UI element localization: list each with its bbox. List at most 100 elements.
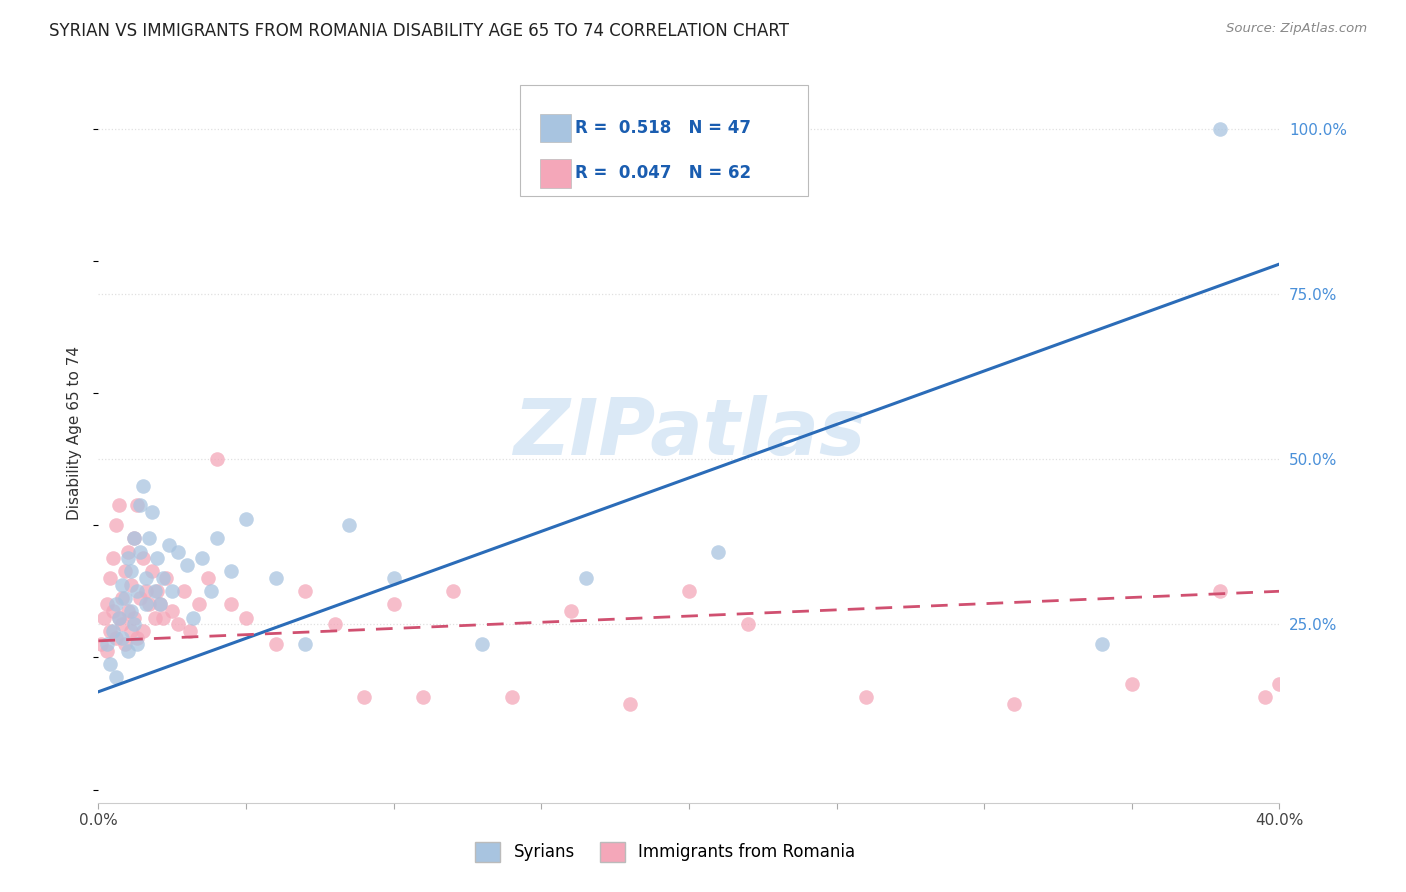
Point <box>143 584 166 599</box>
Point <box>125 637 148 651</box>
Point <box>855 690 877 704</box>
Point <box>120 604 142 618</box>
Point <box>619 697 641 711</box>
Point <box>111 591 134 605</box>
Point <box>560 604 582 618</box>
Point <box>132 478 155 492</box>
Point <box>128 499 150 513</box>
Point <box>179 624 201 638</box>
Point <box>141 565 163 579</box>
Point <box>191 551 214 566</box>
Text: Source: ZipAtlas.com: Source: ZipAtlas.com <box>1226 22 1367 36</box>
Point <box>149 598 172 612</box>
Point <box>98 657 121 671</box>
Point <box>108 611 131 625</box>
Point <box>235 611 257 625</box>
Point <box>221 565 243 579</box>
Point <box>176 558 198 572</box>
Point <box>138 598 160 612</box>
Point <box>122 611 145 625</box>
Point <box>197 571 219 585</box>
Point <box>575 571 598 585</box>
Point <box>122 532 145 546</box>
Point <box>152 571 174 585</box>
Point <box>125 584 148 599</box>
Point <box>1002 697 1025 711</box>
Point <box>353 690 375 704</box>
Point <box>135 598 157 612</box>
Point <box>138 532 160 546</box>
Point <box>114 637 136 651</box>
Point <box>339 518 361 533</box>
Point <box>90 637 112 651</box>
Point <box>143 611 166 625</box>
Point <box>93 611 115 625</box>
Point <box>205 452 228 467</box>
Point <box>135 584 157 599</box>
Point <box>128 591 150 605</box>
Point <box>264 571 287 585</box>
Point <box>108 611 131 625</box>
Point <box>382 571 405 585</box>
Point <box>149 598 172 612</box>
Point <box>157 538 180 552</box>
Point <box>294 637 316 651</box>
Point <box>103 604 125 618</box>
Point <box>501 690 523 704</box>
Point <box>152 611 174 625</box>
Point <box>173 584 195 599</box>
Point <box>135 571 157 585</box>
Point <box>120 624 142 638</box>
Point <box>471 637 494 651</box>
Point <box>114 591 136 605</box>
Point <box>167 617 190 632</box>
Point <box>111 617 134 632</box>
Point <box>1121 677 1143 691</box>
Point <box>105 631 128 645</box>
Point <box>96 637 118 651</box>
Point <box>108 499 131 513</box>
Point <box>412 690 434 704</box>
Point <box>117 551 139 566</box>
Point <box>114 565 136 579</box>
Y-axis label: Disability Age 65 to 74: Disability Age 65 to 74 <box>67 345 83 520</box>
Point <box>105 518 128 533</box>
Point <box>382 598 405 612</box>
Point <box>737 617 759 632</box>
Point <box>98 571 121 585</box>
Point <box>96 598 118 612</box>
Point <box>111 577 134 591</box>
Point <box>323 617 346 632</box>
Text: ZIPatlas: ZIPatlas <box>513 394 865 471</box>
Point <box>120 577 142 591</box>
Point <box>128 544 150 558</box>
Point <box>1268 677 1291 691</box>
Point <box>132 551 155 566</box>
Point <box>117 544 139 558</box>
Point <box>162 604 183 618</box>
Point <box>1209 584 1232 599</box>
Point <box>141 505 163 519</box>
Point <box>155 571 177 585</box>
Point <box>294 584 316 599</box>
Point <box>162 584 183 599</box>
Point <box>105 598 128 612</box>
Point <box>707 544 730 558</box>
Point <box>122 617 145 632</box>
Point <box>132 624 155 638</box>
Point <box>235 511 257 525</box>
Point <box>205 532 228 546</box>
Point <box>117 644 139 658</box>
Point <box>187 598 209 612</box>
Point <box>96 644 118 658</box>
Text: R =  0.518   N = 47: R = 0.518 N = 47 <box>575 120 751 137</box>
Point <box>1254 690 1277 704</box>
Point <box>120 565 142 579</box>
Text: SYRIAN VS IMMIGRANTS FROM ROMANIA DISABILITY AGE 65 TO 74 CORRELATION CHART: SYRIAN VS IMMIGRANTS FROM ROMANIA DISABI… <box>49 22 789 40</box>
Point <box>146 551 169 566</box>
Legend: Syrians, Immigrants from Romania: Syrians, Immigrants from Romania <box>468 835 862 869</box>
Point <box>264 637 287 651</box>
Point <box>1091 637 1114 651</box>
Point <box>111 631 134 645</box>
Point <box>221 598 243 612</box>
